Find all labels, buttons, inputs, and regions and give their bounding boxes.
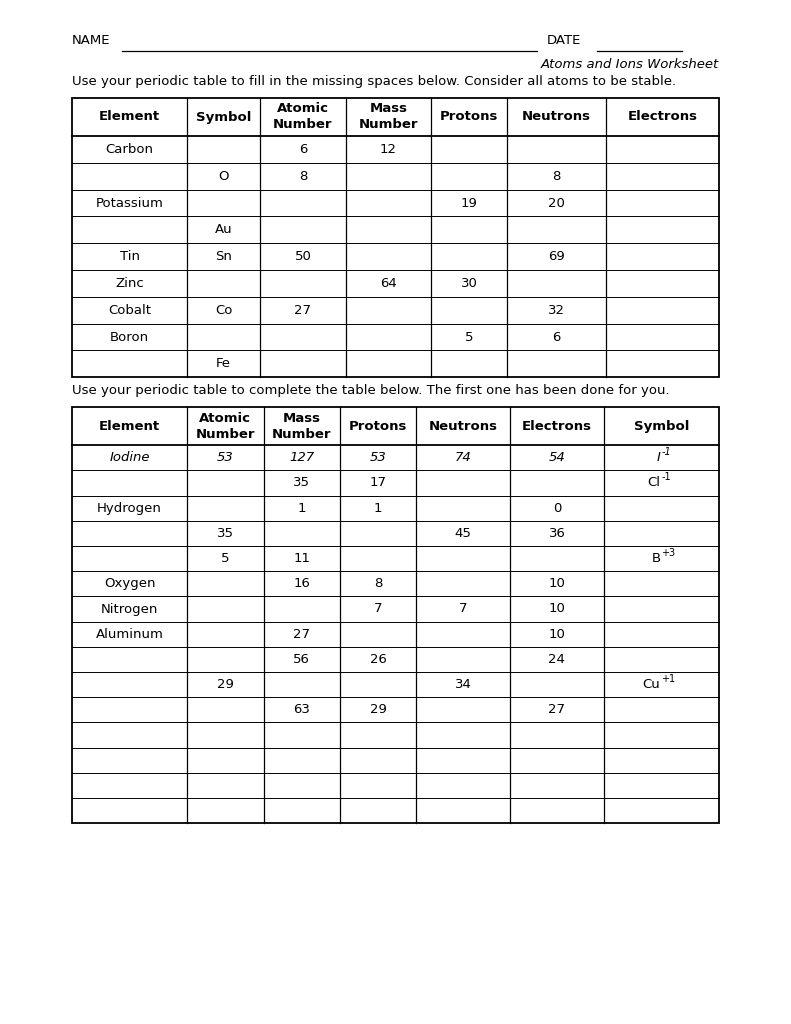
Text: 7: 7 <box>374 602 382 615</box>
Text: B: B <box>651 552 660 565</box>
Text: 8: 8 <box>374 578 382 590</box>
Text: Neutrons: Neutrons <box>522 111 591 124</box>
Text: Potassium: Potassium <box>96 197 164 210</box>
Text: Atoms and Ions Worksheet: Atoms and Ions Worksheet <box>541 58 719 71</box>
Text: 56: 56 <box>293 653 310 666</box>
Text: Oxygen: Oxygen <box>104 578 155 590</box>
Text: 127: 127 <box>290 452 314 464</box>
Text: Sn: Sn <box>215 250 233 263</box>
Text: Use your periodic table to fill in the missing spaces below. Consider all atoms : Use your periodic table to fill in the m… <box>72 75 676 88</box>
Text: 36: 36 <box>548 527 566 540</box>
Text: 8: 8 <box>552 170 561 182</box>
Text: Tin: Tin <box>119 250 139 263</box>
Text: O: O <box>218 170 229 182</box>
Text: 32: 32 <box>548 304 565 316</box>
Text: Symbol: Symbol <box>196 111 252 124</box>
Text: 35: 35 <box>217 527 234 540</box>
Text: Boron: Boron <box>110 331 149 343</box>
Text: Zinc: Zinc <box>115 276 144 290</box>
Text: 27: 27 <box>548 703 566 717</box>
Text: 27: 27 <box>294 304 312 316</box>
Text: 19: 19 <box>461 197 478 210</box>
Text: 8: 8 <box>299 170 307 182</box>
Text: Symbol: Symbol <box>634 420 689 433</box>
Text: 1: 1 <box>374 502 382 515</box>
Text: 12: 12 <box>380 143 397 156</box>
Text: 35: 35 <box>293 476 310 489</box>
Text: 17: 17 <box>369 476 387 489</box>
Text: 11: 11 <box>293 552 310 565</box>
Text: Protons: Protons <box>349 420 407 433</box>
Text: Hydrogen: Hydrogen <box>97 502 162 515</box>
Text: 10: 10 <box>548 628 566 641</box>
Text: Au: Au <box>215 223 233 237</box>
Text: Element: Element <box>99 420 160 433</box>
Text: +1: +1 <box>661 674 676 684</box>
Text: 29: 29 <box>217 678 234 691</box>
Text: 69: 69 <box>548 250 565 263</box>
Text: 7: 7 <box>459 602 467 615</box>
Text: 6: 6 <box>299 143 307 156</box>
Text: 10: 10 <box>548 602 566 615</box>
Bar <box>72 98 719 377</box>
Text: Electrons: Electrons <box>522 420 592 433</box>
Text: Neutrons: Neutrons <box>429 420 498 433</box>
Text: Electrons: Electrons <box>627 111 698 124</box>
Text: Atomic
Number: Atomic Number <box>273 102 333 131</box>
Text: I: I <box>657 452 660 464</box>
Bar <box>72 408 719 823</box>
Text: 10: 10 <box>548 578 566 590</box>
Text: 6: 6 <box>552 331 561 343</box>
Text: 20: 20 <box>548 197 565 210</box>
Text: 53: 53 <box>369 452 387 464</box>
Text: -1: -1 <box>661 472 671 482</box>
Text: Protons: Protons <box>440 111 498 124</box>
Text: 30: 30 <box>461 276 478 290</box>
Text: Fe: Fe <box>216 357 231 371</box>
Text: Carbon: Carbon <box>105 143 153 156</box>
Text: -1: -1 <box>661 446 672 457</box>
Text: Cobalt: Cobalt <box>108 304 151 316</box>
Text: Atomic
Number: Atomic Number <box>195 412 255 440</box>
Text: 27: 27 <box>293 628 310 641</box>
Text: 53: 53 <box>217 452 233 464</box>
Text: 63: 63 <box>293 703 310 717</box>
Text: 34: 34 <box>455 678 471 691</box>
Text: 26: 26 <box>369 653 387 666</box>
Text: Nitrogen: Nitrogen <box>101 602 158 615</box>
Text: Aluminum: Aluminum <box>96 628 164 641</box>
Text: 50: 50 <box>294 250 312 263</box>
Text: 5: 5 <box>221 552 229 565</box>
Text: DATE: DATE <box>547 34 581 47</box>
Text: NAME: NAME <box>72 34 111 47</box>
Text: +3: +3 <box>661 548 676 558</box>
Text: Co: Co <box>215 304 233 316</box>
Text: Mass
Number: Mass Number <box>272 412 331 440</box>
Text: 74: 74 <box>455 452 471 464</box>
Text: Mass
Number: Mass Number <box>358 102 418 131</box>
Text: 1: 1 <box>297 502 306 515</box>
Text: 24: 24 <box>548 653 566 666</box>
Text: 29: 29 <box>369 703 387 717</box>
Text: Cu: Cu <box>642 678 660 691</box>
Text: 45: 45 <box>455 527 471 540</box>
Text: 16: 16 <box>293 578 310 590</box>
Text: Element: Element <box>99 111 160 124</box>
Text: 64: 64 <box>380 276 397 290</box>
Text: Use your periodic table to complete the table below. The first one has been done: Use your periodic table to complete the … <box>72 384 670 397</box>
Text: 5: 5 <box>465 331 474 343</box>
Text: Iodine: Iodine <box>109 452 149 464</box>
Text: Cl: Cl <box>647 476 660 489</box>
Text: 54: 54 <box>548 452 566 464</box>
Text: 0: 0 <box>553 502 561 515</box>
